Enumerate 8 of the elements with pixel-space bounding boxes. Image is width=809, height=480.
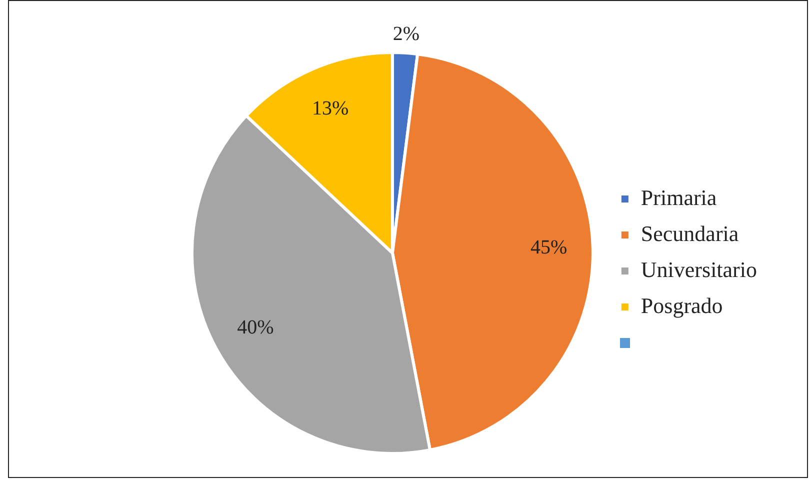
data-label: 45% bbox=[530, 236, 568, 258]
data-label: 40% bbox=[237, 316, 274, 339]
legend-label: Primaria bbox=[640, 184, 717, 210]
legend-label: Posgrado bbox=[640, 292, 723, 318]
legend-label: Secundaria bbox=[640, 220, 739, 246]
data-label: 13% bbox=[312, 98, 349, 120]
data-label: 2% bbox=[392, 23, 420, 46]
legend-label: Universitario bbox=[640, 256, 758, 282]
